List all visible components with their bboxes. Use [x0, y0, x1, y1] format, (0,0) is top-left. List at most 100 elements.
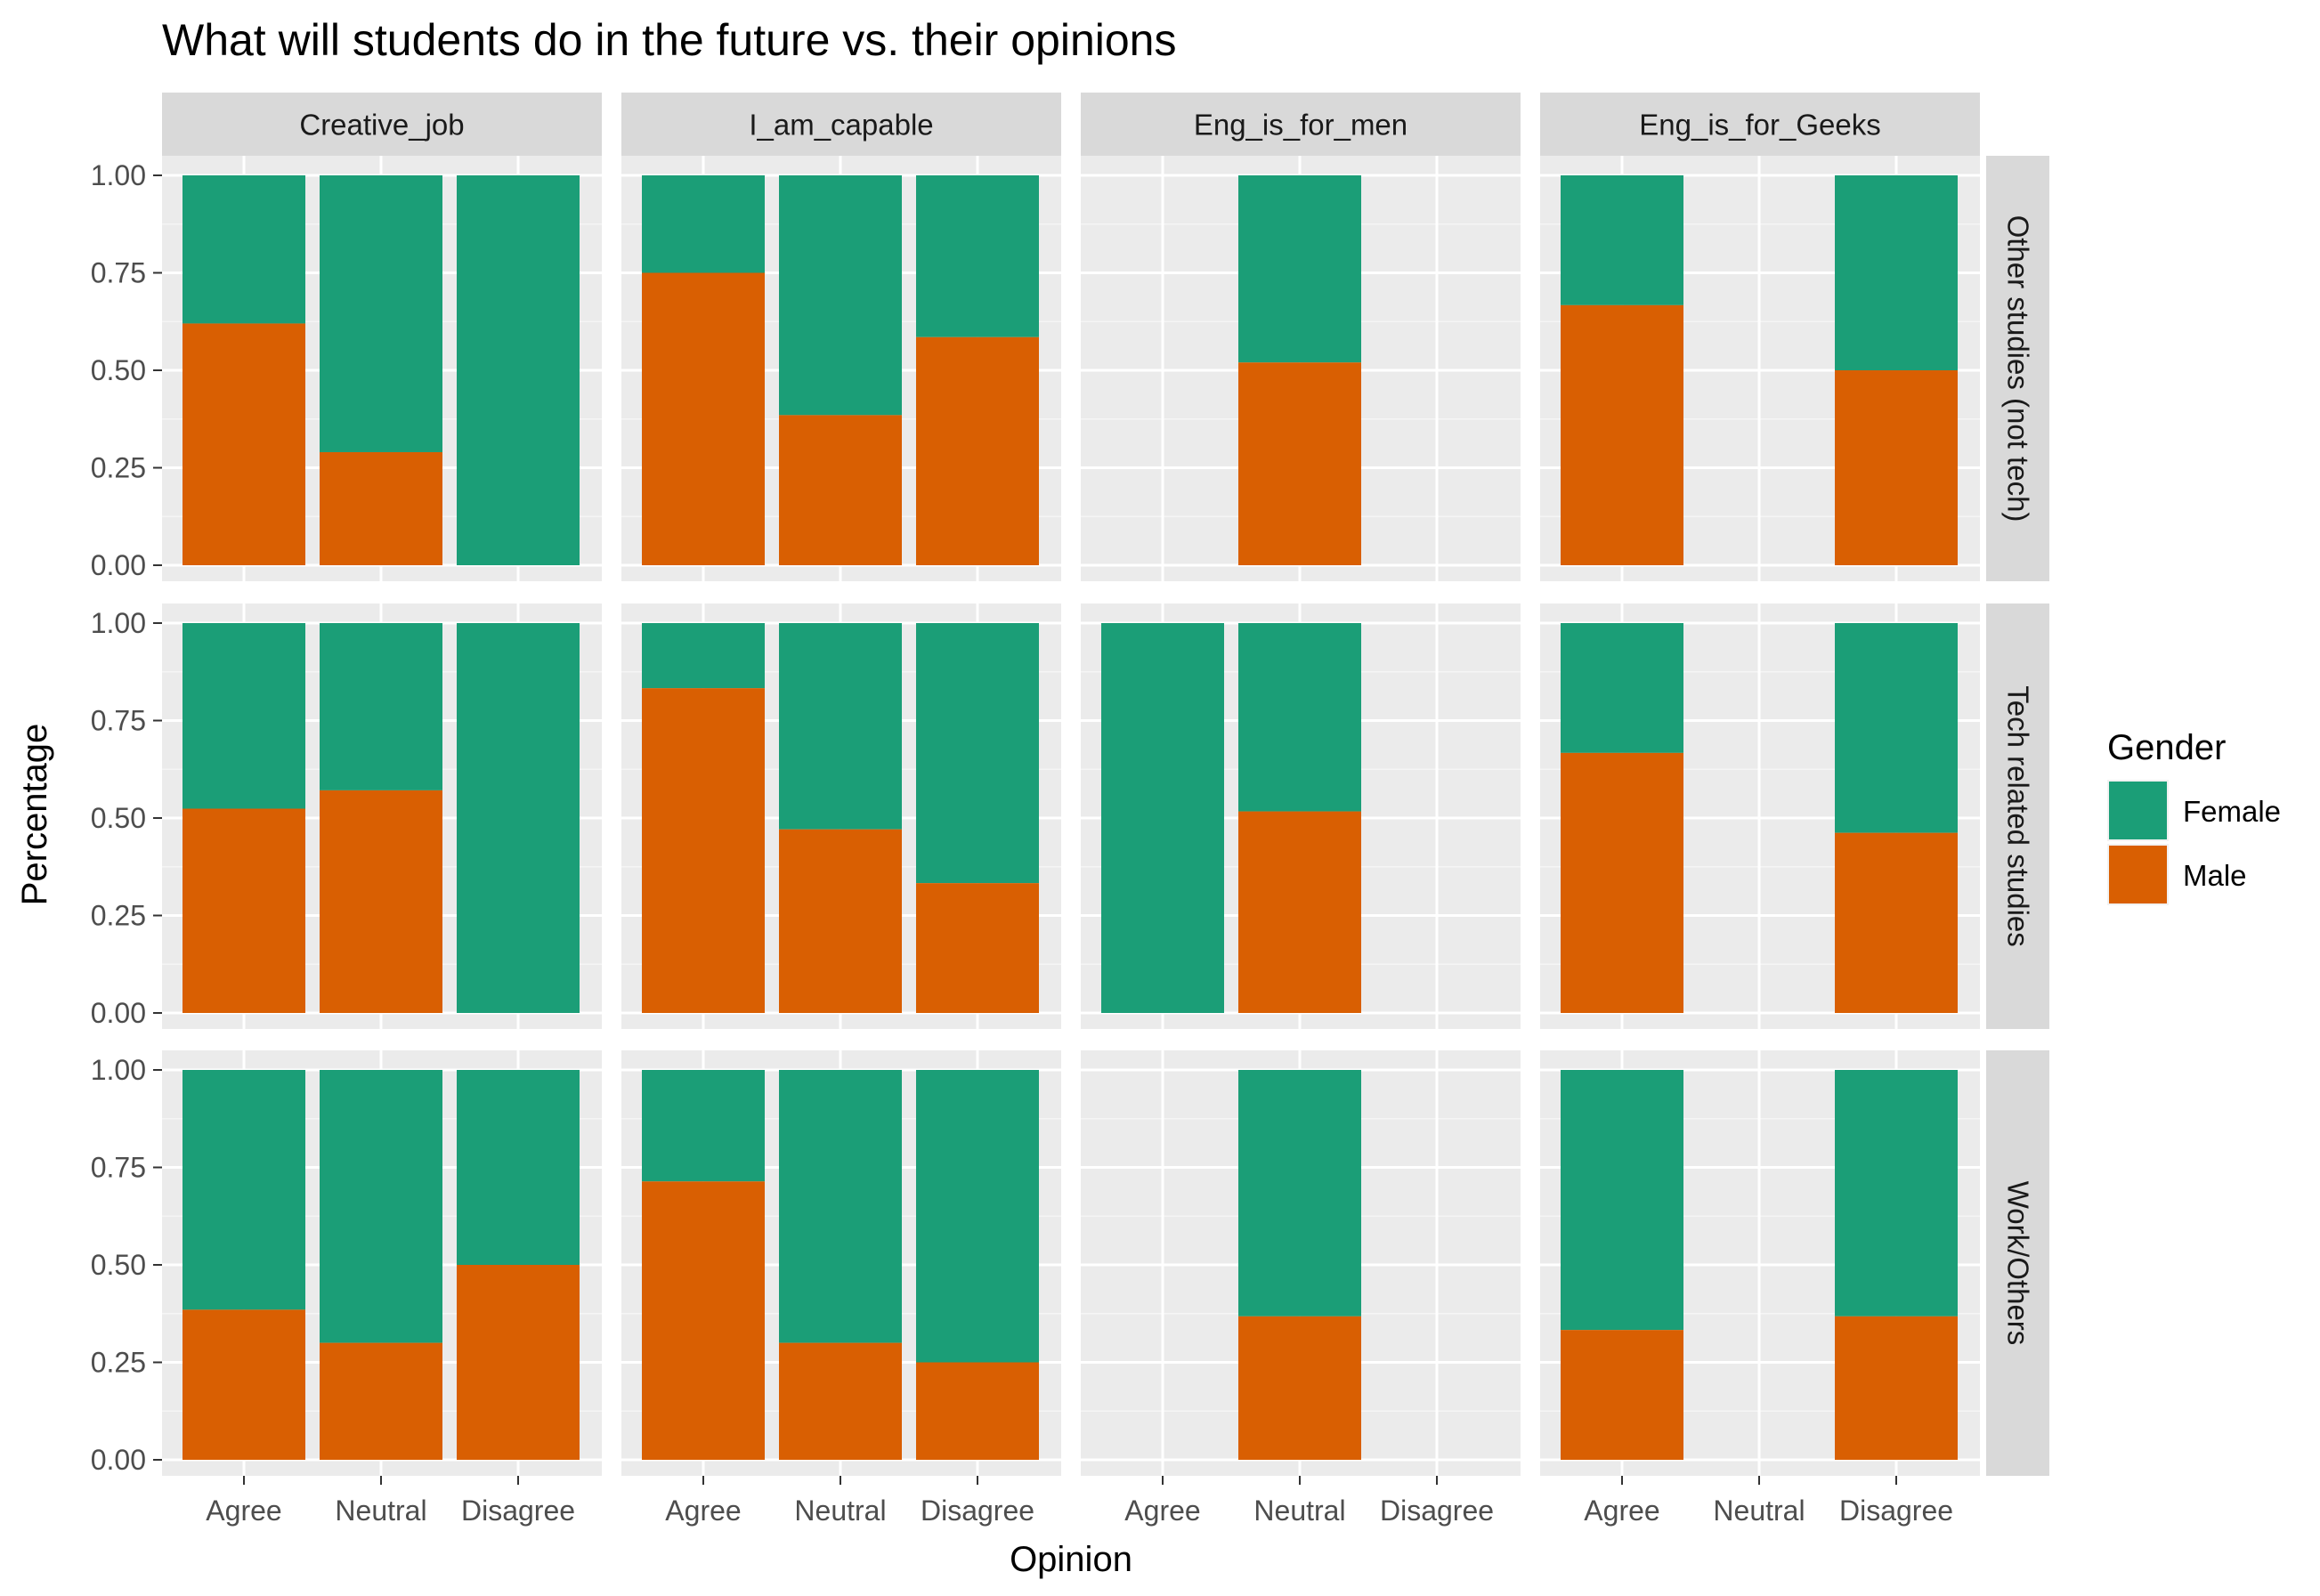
bar-male-agree	[183, 323, 305, 565]
strip-column-label: I_am_capable	[749, 109, 933, 142]
strips-layer: Creative_job I_am_capable Eng_is_for_men En…	[162, 93, 2049, 1476]
bar-male-neutral	[1238, 362, 1361, 565]
panel-r0-c1	[621, 156, 1061, 581]
panel-r1-c2	[1081, 604, 1521, 1029]
legend-label: Female	[2183, 795, 2281, 828]
panel-r2-c3	[1540, 1050, 1980, 1476]
x-tick-label: Agree	[206, 1495, 281, 1527]
bar-female-agree	[183, 175, 305, 324]
y-tick-label: 1.00	[91, 159, 146, 191]
bar-male-agree	[642, 272, 765, 565]
bar-female-disagree	[457, 1070, 580, 1265]
y-tick-label: 0.75	[91, 1152, 146, 1184]
y-tick-label: 0.75	[91, 257, 146, 289]
x-axis-col-3: Agree Neutral Disagree	[1584, 1476, 1953, 1527]
y-tick-label: 0.25	[91, 452, 146, 484]
panel-r0-c0	[162, 156, 602, 581]
bar-female-disagree	[916, 175, 1039, 337]
panel-r0-c3	[1540, 156, 1980, 581]
panel-r2-c0	[162, 1050, 602, 1476]
panels-layer	[162, 156, 1980, 1476]
bar-male-neutral	[779, 1342, 902, 1460]
bar-male-neutral	[320, 790, 442, 1013]
x-tick-label: Disagree	[1380, 1495, 1494, 1527]
y-axis-row-2: 0.00 0.25 0.50 0.75 1.00	[91, 1054, 162, 1476]
bar-female-agree	[1101, 623, 1224, 1013]
y-tick-label: 0.50	[91, 1249, 146, 1281]
bar-male-agree	[183, 808, 305, 1013]
x-tick-label: Neutral	[335, 1495, 426, 1527]
strip-column-1: I_am_capable	[621, 93, 1061, 156]
y-tick-label: 0.00	[91, 997, 146, 1029]
bar-female-disagree	[457, 175, 580, 565]
y-axis-title: Percentage	[15, 724, 54, 906]
bar-male-agree	[642, 688, 765, 1013]
bar-male-neutral	[779, 415, 902, 565]
bar-female-agree	[642, 175, 765, 273]
bar-male-disagree	[1835, 370, 1958, 565]
y-axis-row-0: 0.00 0.25 0.50 0.75 1.00	[91, 159, 162, 581]
strip-row-0: Other studies (not tech)	[1986, 156, 2049, 581]
y-tick-label: 0.25	[91, 900, 146, 932]
bar-male-disagree	[916, 1362, 1039, 1460]
bar-male-disagree	[916, 336, 1039, 565]
strip-column-label: Eng_is_for_men	[1194, 109, 1407, 142]
strip-column-2: Eng_is_for_men	[1081, 93, 1521, 156]
bar-female-disagree	[1835, 623, 1958, 833]
bar-male-disagree	[916, 883, 1039, 1013]
bar-female-neutral	[320, 1070, 442, 1343]
strip-row-bg	[1986, 156, 2049, 581]
bar-female-disagree	[1835, 1070, 1958, 1316]
x-tick-label: Neutral	[1713, 1495, 1805, 1527]
strip-row-bg	[1986, 1050, 2049, 1476]
strip-row-label: Work/Others	[2002, 1181, 2035, 1346]
strip-column-3: Eng_is_for_Geeks	[1540, 93, 1980, 156]
bar-female-neutral	[1238, 175, 1361, 363]
strip-row-label: Tech related studies	[2002, 685, 2035, 947]
legend-label: Male	[2183, 859, 2247, 892]
strip-column-bg	[621, 93, 1061, 156]
legend-key-swatch	[2109, 782, 2167, 839]
panel-r1-c1	[621, 604, 1061, 1029]
bar-female-neutral	[779, 623, 902, 830]
x-axis-title: Opinion	[1010, 1540, 1132, 1579]
y-tick-label: 0.00	[91, 1444, 146, 1476]
y-tick-label: 0.50	[91, 802, 146, 834]
strip-column-bg	[162, 93, 602, 156]
legend: Gender Female Male	[2107, 728, 2281, 905]
bar-male-agree	[642, 1181, 765, 1460]
bar-female-neutral	[1238, 623, 1361, 812]
bar-female-disagree	[457, 623, 580, 1013]
bar-male-agree	[1561, 1330, 1683, 1460]
y-tick-label: 1.00	[91, 1054, 146, 1086]
legend-item-male: Male	[2107, 844, 2247, 905]
strip-row-1: Tech related studies	[1986, 604, 2049, 1029]
strip-column-label: Eng_is_for_Geeks	[1639, 109, 1881, 142]
bar-male-disagree	[1835, 832, 1958, 1013]
y-axis-row-1: 0.00 0.25 0.50 0.75 1.00	[91, 607, 162, 1029]
x-tick-label: Agree	[1584, 1495, 1659, 1527]
bar-male-neutral	[1238, 1316, 1361, 1460]
bar-female-disagree	[916, 623, 1039, 884]
y-tick-label: 0.00	[91, 549, 146, 581]
bar-female-disagree	[1835, 175, 1958, 370]
bar-male-neutral	[320, 451, 442, 565]
legend-items: Female Male	[2107, 780, 2281, 905]
bar-female-neutral	[779, 175, 902, 416]
bar-male-disagree	[457, 1265, 580, 1460]
bar-male-disagree	[1835, 1316, 1958, 1460]
axes-layer: 0.00 0.25 0.50 0.75 1.00 0.00 0.25 0.50 0.75 1.00…	[91, 159, 1953, 1527]
y-tick-label: 0.75	[91, 705, 146, 737]
bar-female-agree	[1561, 175, 1683, 305]
strip-row-2: Work/Others	[1986, 1050, 2049, 1476]
strip-row-bg	[1986, 604, 2049, 1029]
bar-male-agree	[1561, 304, 1683, 565]
bar-female-neutral	[320, 623, 442, 790]
bar-female-disagree	[916, 1070, 1039, 1363]
x-axis-col-2: Agree Neutral Disagree	[1124, 1476, 1494, 1527]
bar-female-agree	[642, 623, 765, 689]
x-axis-col-0: Agree Neutral Disagree	[206, 1476, 575, 1527]
strip-row-label: Other studies (not tech)	[2002, 215, 2035, 523]
bar-female-agree	[183, 623, 305, 809]
y-tick-label: 0.25	[91, 1347, 146, 1379]
